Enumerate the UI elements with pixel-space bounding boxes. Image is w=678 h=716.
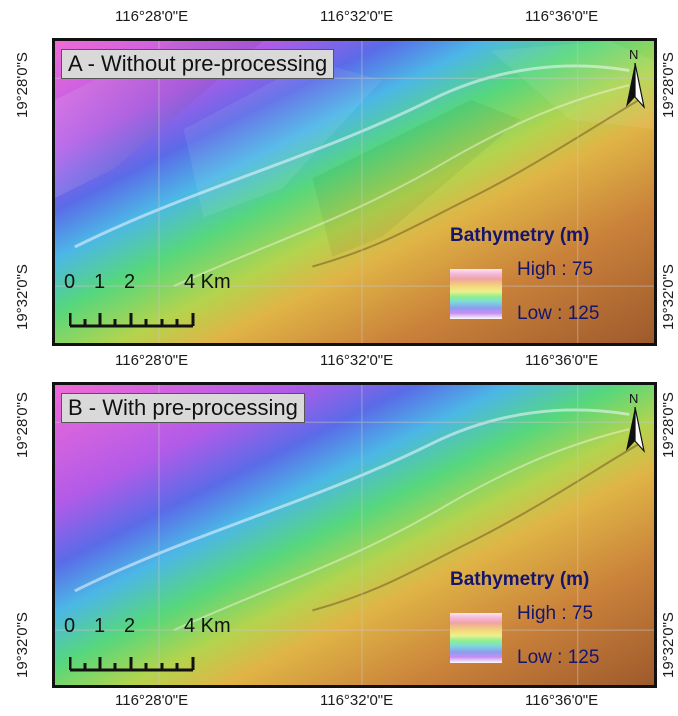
map-panel-b: B - With pre-processing N Bathymetry (m)… [52, 382, 657, 688]
north-arrow: N [622, 47, 648, 111]
lat-b-bottom-right: 19°32'0"S [660, 612, 677, 678]
coord-bottom-1: 116°28'0"E [115, 692, 189, 709]
north-arrow-icon [626, 406, 646, 454]
legend-color-ramp [450, 269, 502, 319]
north-arrow: N [622, 391, 648, 455]
coord-mid-3: 116°36'0"E [525, 352, 599, 369]
scale-label-0: 0 [64, 615, 76, 637]
lat-a-bottom-right: 19°32'0"S [660, 264, 677, 330]
legend-low-label: Low : 125 [517, 303, 600, 324]
lat-b-top-left: 19°28'0"S [14, 392, 31, 458]
lat-b-bottom-left: 19°32'0"S [14, 612, 31, 678]
coord-mid-2: 116°32'0"E [320, 352, 394, 369]
lat-a-top-right: 19°28'0"S [660, 52, 677, 118]
coord-bottom-3: 116°36'0"E [525, 692, 599, 709]
lat-a-top-left: 19°28'0"S [14, 52, 31, 118]
north-label: N [629, 47, 639, 62]
scale-bar [69, 313, 195, 328]
legend-low-label: Low : 125 [517, 647, 600, 668]
scale-label-4: 4 Km [184, 271, 231, 293]
legend-title: Bathymetry (m) [450, 569, 590, 590]
panel-title: B - With pre-processing [61, 393, 305, 423]
panel-title: A - Without pre-processing [61, 49, 335, 79]
north-arrow-icon [626, 62, 646, 110]
legend-high-label: High : 75 [517, 259, 594, 280]
scale-label-4: 4 Km [184, 615, 231, 637]
coord-mid-1: 116°28'0"E [115, 352, 189, 369]
map-panel-a: A - Without pre-processing N Bathymetry … [52, 38, 657, 346]
lat-a-bottom-left: 19°32'0"S [14, 264, 31, 330]
legend-high-label: High : 75 [517, 603, 594, 624]
scale-label-2: 2 [124, 271, 136, 293]
scale-label-2: 2 [124, 615, 136, 637]
coord-bottom-2: 116°32'0"E [320, 692, 394, 709]
lat-b-top-right: 19°28'0"S [660, 392, 677, 458]
north-label: N [629, 391, 639, 406]
scale-bar [69, 657, 195, 672]
coord-top-2: 116°32'0"E [320, 8, 394, 25]
scale-label-0: 0 [64, 271, 76, 293]
scale-label-1: 1 [94, 271, 106, 293]
legend-title: Bathymetry (m) [450, 225, 590, 246]
bathymetry-surface-a [55, 41, 654, 343]
legend-color-ramp [450, 613, 502, 663]
scale-label-1: 1 [94, 615, 106, 637]
coord-top-1: 116°28'0"E [115, 8, 189, 25]
bathymetry-surface-b [55, 385, 654, 685]
coord-top-3: 116°36'0"E [525, 8, 599, 25]
